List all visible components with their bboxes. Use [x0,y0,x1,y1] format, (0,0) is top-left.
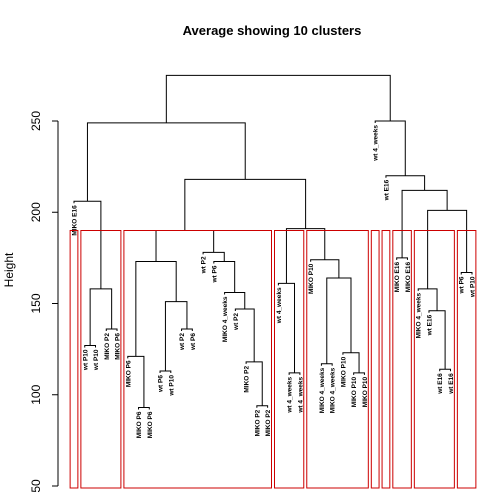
y-tick-label: 50 [29,479,43,493]
leaf-label: wt E16 [448,373,455,395]
leaf-label: MIKO P6 [136,411,143,438]
leaf-label: wt P6 [190,333,197,351]
branch-m29 [439,368,451,372]
leaf-label: MIKO P10 [340,356,347,387]
cluster-rect-10 [456,230,477,489]
branch-m2 [105,328,118,332]
leaf-label: wt E16 [426,314,433,336]
cluster-rect-5 [306,230,369,489]
leaf-label: wt P10 [82,349,89,371]
branch-m21 [353,372,365,375]
leaf-label: MIKO P6 [125,360,132,387]
leaf-label: MIKO P10 [351,376,358,407]
cluster-rect-1 [69,230,79,489]
branch-m34 [401,189,448,258]
branch-m25 [285,228,326,284]
leaf-label: MIKO 4_weeks [319,367,326,413]
branch-m10 [135,261,177,357]
leaf-label: wt P6 [211,265,218,283]
leaf-label: MIKO 4_weeks [330,367,337,413]
branch-m27 [86,122,246,202]
leaf-label: MIKO 4_weeks [416,293,423,339]
leaf-label: MIKO P6 [147,411,154,438]
y-axis: 50 100 150 200 250 [29,111,59,493]
branch-m8 [181,328,193,332]
leaf-label: wt E16 [383,179,390,201]
y-tick-label: 100 [29,384,43,404]
branch-m26 [184,178,307,231]
leaf-label: MIKO E16 [72,205,79,236]
leaf-label: MIKO 4_weeks [222,296,229,342]
cluster-rect-2 [80,230,122,489]
leaf-label: wt 4_weeks [276,287,283,324]
leaf-label: wt P6 [158,375,165,393]
y-tick-label: 250 [29,111,43,131]
cluster-rect-4 [274,230,305,489]
branch-m32 [460,271,473,275]
leaf-label: wt P2 [179,333,186,351]
branch-m36 [374,120,406,176]
leaf-label: MIKO P2 [265,409,272,436]
leaf-label: MIKO P2 [104,333,111,360]
leaf-label: MIKO P6 [115,333,122,360]
leaf-label: MIKO E16 [394,261,401,292]
cluster-rectangles [69,230,477,489]
leaf-label: wt P10 [168,375,175,397]
branch-m20 [320,363,333,366]
cluster-rect-8 [392,230,412,489]
branch-m11 [256,405,269,408]
branch-m23 [326,277,352,364]
branch-m35 [385,175,426,191]
branch-m18 [288,372,301,375]
branch-m1 [84,344,97,348]
branch-m7 [159,370,172,374]
leaf-label: wt P6 [459,276,466,294]
leaf-label: MIKO P2 [244,366,251,393]
cluster-rect-6 [370,230,380,489]
chart-title: Average showing 10 clusters [183,23,362,38]
branch-m5 [138,407,150,410]
leaf-label: wt P10 [470,276,477,298]
leaf-label: wt P10 [93,349,100,371]
leaf-label: wt 4_weeks [287,376,294,413]
y-axis-label: Height [2,252,16,287]
leaf-label: wt P2 [233,313,240,331]
leaf-label: wt E16 [437,373,444,395]
leaf-label: MIKO P10 [362,376,369,407]
y-tick-label: 150 [29,293,43,313]
branch-m28 [396,257,408,260]
branch-m37 [165,74,391,123]
cluster-rect-9 [413,230,455,489]
cluster-rect-3 [123,230,272,489]
leaf-label: MIKO P10 [308,263,315,294]
leaf-label: MIKO E16 [405,261,412,292]
y-tick-label: 200 [29,202,43,222]
leaf-label: wt 4_weeks [297,376,304,413]
leaf-label: wt 4_weeks [373,125,380,162]
leaf-label: wt P2 [201,256,208,274]
cluster-rect-7 [381,230,391,489]
dendrogram-branches [73,74,473,410]
leaf-label: MIKO P2 [254,409,261,436]
